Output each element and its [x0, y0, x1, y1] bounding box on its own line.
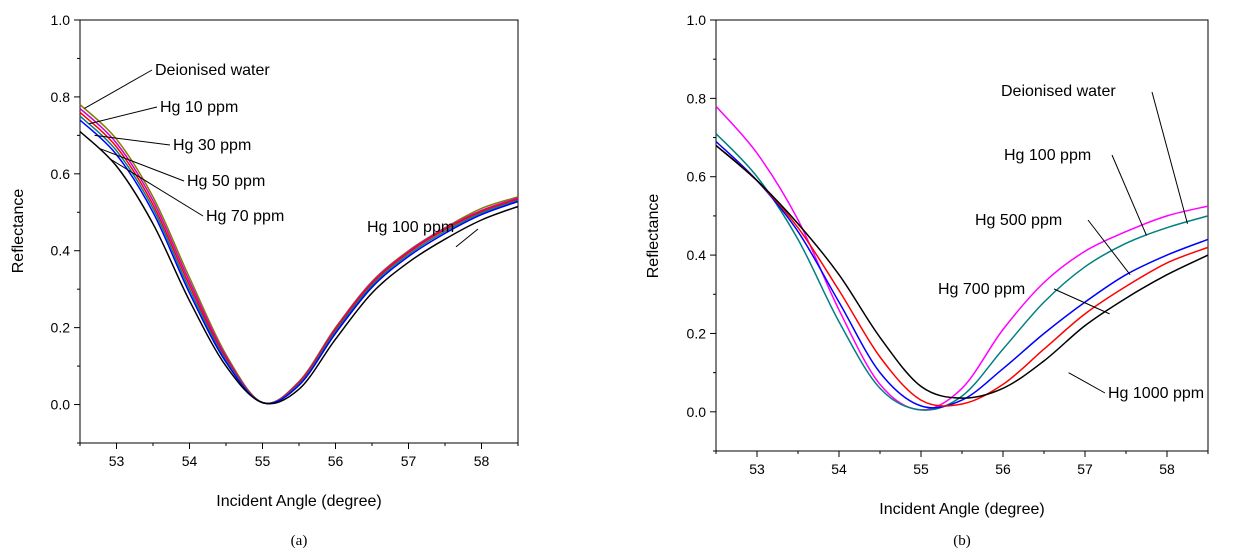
y-tick-label: 0.0 — [687, 404, 707, 420]
y-axis-label-a: Reflectance — [10, 189, 27, 274]
x-tick-label: 56 — [995, 461, 1011, 477]
series-line-0 — [715, 105, 1209, 411]
chart-panel-a: 53 54 55 56 57 58 0.0 0.2 0.4 0.6 0.8 1.0 Deionised… — [10, 12, 519, 549]
axis-ticks-a: 53 54 55 56 57 58 0.0 0.2 0.4 0.6 0.8 1.0 — [51, 12, 519, 469]
caption-a: (a) — [291, 533, 308, 549]
annotation-leader — [1087, 219, 1131, 275]
annotations-a: Deionised water Hg 10 ppm Hg 30 ppm Hg 50 p… — [84, 62, 479, 248]
x-tick-label: 57 — [401, 453, 417, 469]
annotation-leader — [1053, 288, 1110, 315]
x-tick-label: 55 — [255, 453, 271, 469]
annotation-label: Hg 30 ppm — [173, 137, 251, 154]
x-tick-label: 53 — [749, 461, 765, 477]
annotation-label: Hg 100 ppm — [1004, 147, 1091, 164]
annotation-leader — [84, 69, 153, 109]
annotation-label: Hg 10 ppm — [160, 99, 238, 116]
annotation-label: Hg 1000 ppm — [1108, 385, 1204, 402]
annotation-leader — [1068, 372, 1106, 394]
x-tick-label: 57 — [1077, 461, 1093, 477]
series-line-4 — [79, 119, 519, 405]
x-axis-label-b: Incident Angle (degree) — [879, 501, 1044, 518]
x-tick-label: 55 — [913, 461, 929, 477]
x-axis-label-a: Incident Angle (degree) — [216, 493, 381, 510]
annotation-label: Deionised water — [1001, 83, 1116, 100]
y-axis-label-b: Reflectance — [645, 194, 662, 279]
y-tick-label: 0.4 — [51, 243, 71, 259]
x-tick-label: 58 — [1159, 461, 1175, 477]
series-line-4 — [715, 144, 1209, 399]
series-line-5 — [79, 130, 519, 405]
annotation-leader — [94, 134, 171, 146]
x-tick-label: 56 — [328, 453, 344, 469]
annotation-label: Hg 50 ppm — [187, 173, 265, 190]
annotation-leader — [100, 148, 185, 182]
series-line-2 — [715, 140, 1209, 409]
caption-b: (b) — [953, 533, 971, 549]
annotation-leader — [1111, 154, 1147, 236]
series-line-3 — [79, 115, 519, 405]
series-group-a — [79, 104, 519, 405]
annotation-label: Hg 700 ppm — [938, 281, 1025, 298]
annotation-leader — [88, 106, 158, 125]
y-tick-label: 1.0 — [687, 12, 707, 28]
annotation-label: Hg 500 ppm — [975, 212, 1062, 229]
series-group-b — [715, 105, 1209, 411]
x-tick-label: 53 — [109, 453, 125, 469]
y-tick-label: 0.2 — [51, 320, 71, 336]
annotation-label: Hg 100 ppm — [367, 219, 454, 236]
annotation-leader — [1151, 91, 1188, 224]
y-tick-label: 0.8 — [51, 89, 71, 105]
series-line-2 — [79, 111, 519, 405]
y-tick-label: 0.2 — [687, 325, 707, 341]
annotation-leader — [455, 228, 479, 248]
x-tick-label: 58 — [474, 453, 490, 469]
y-tick-label: 0.0 — [51, 397, 71, 413]
y-tick-label: 0.8 — [687, 90, 707, 106]
axis-ticks-b: 53 54 55 56 57 58 0.0 0.2 0.4 0.6 0.8 1.0 — [687, 12, 1209, 477]
y-tick-label: 0.6 — [51, 166, 71, 182]
x-tick-label: 54 — [831, 461, 847, 477]
annotations-b: Deionised water Hg 100 ppm Hg 500 ppm Hg 70… — [938, 83, 1204, 402]
series-line-1 — [715, 133, 1209, 411]
series-line-0 — [79, 104, 519, 405]
series-line-1 — [79, 107, 519, 405]
annotation-leader — [108, 158, 204, 217]
x-tick-label: 54 — [182, 453, 198, 469]
y-tick-label: 0.6 — [687, 169, 707, 185]
y-tick-label: 1.0 — [51, 12, 71, 28]
y-tick-label: 0.4 — [687, 247, 707, 263]
chart-panel-b: 53 54 55 56 57 58 0.0 0.2 0.4 0.6 0.8 1.0 Deionised… — [645, 12, 1209, 549]
annotation-label: Deionised water — [155, 62, 270, 79]
annotation-label: Hg 70 ppm — [206, 208, 284, 225]
series-line-3 — [715, 144, 1209, 407]
